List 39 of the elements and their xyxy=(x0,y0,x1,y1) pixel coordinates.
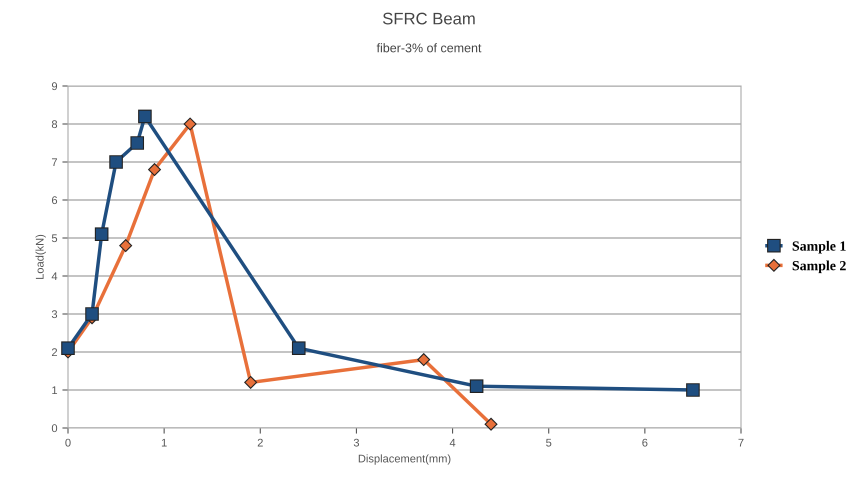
y-tick-label: 1 xyxy=(52,386,58,394)
point xyxy=(470,379,484,394)
x-axis-title: Displacement(mm) xyxy=(358,454,450,465)
point xyxy=(109,155,123,169)
x-tick-label: 1 xyxy=(162,438,167,446)
x-tick-label: 6 xyxy=(642,438,648,447)
y-tick-label: 6 xyxy=(52,196,58,204)
x-tick-label: 4 xyxy=(450,438,456,446)
x-tick-label: 0 xyxy=(65,438,71,447)
y-tick-label: 7 xyxy=(52,158,58,166)
y-axis-title: Load(kN) xyxy=(35,234,46,279)
point xyxy=(417,353,430,366)
x-tick-label: 7 xyxy=(738,438,744,446)
y-tick-label: 5 xyxy=(52,234,58,242)
point xyxy=(244,376,258,389)
point xyxy=(94,227,108,242)
y-tick-label: 8 xyxy=(52,120,58,128)
point xyxy=(484,418,498,431)
chart-subtitle: fiber-3% of cement xyxy=(376,43,482,52)
chart-title: SFRC Beam xyxy=(382,12,475,24)
point xyxy=(85,307,99,321)
point xyxy=(138,110,152,124)
y-tick-label: 3 xyxy=(52,310,58,318)
point xyxy=(184,118,197,130)
x-tick-label: 2 xyxy=(258,438,263,446)
y-tick-label: 0 xyxy=(52,424,58,432)
point xyxy=(61,341,75,356)
point xyxy=(119,239,132,252)
legend-label: Sample 1 xyxy=(792,240,846,254)
x-tick-label: 5 xyxy=(546,438,552,447)
y-tick-label: 2 xyxy=(52,348,58,356)
point xyxy=(148,163,161,176)
point xyxy=(130,136,144,150)
legend-label: Sample 2 xyxy=(792,260,846,274)
x-tick-label: 3 xyxy=(354,438,360,447)
y-tick-label: 9 xyxy=(52,82,58,90)
y-tick-label: 4 xyxy=(52,272,58,280)
point xyxy=(686,383,700,397)
point xyxy=(292,341,306,356)
